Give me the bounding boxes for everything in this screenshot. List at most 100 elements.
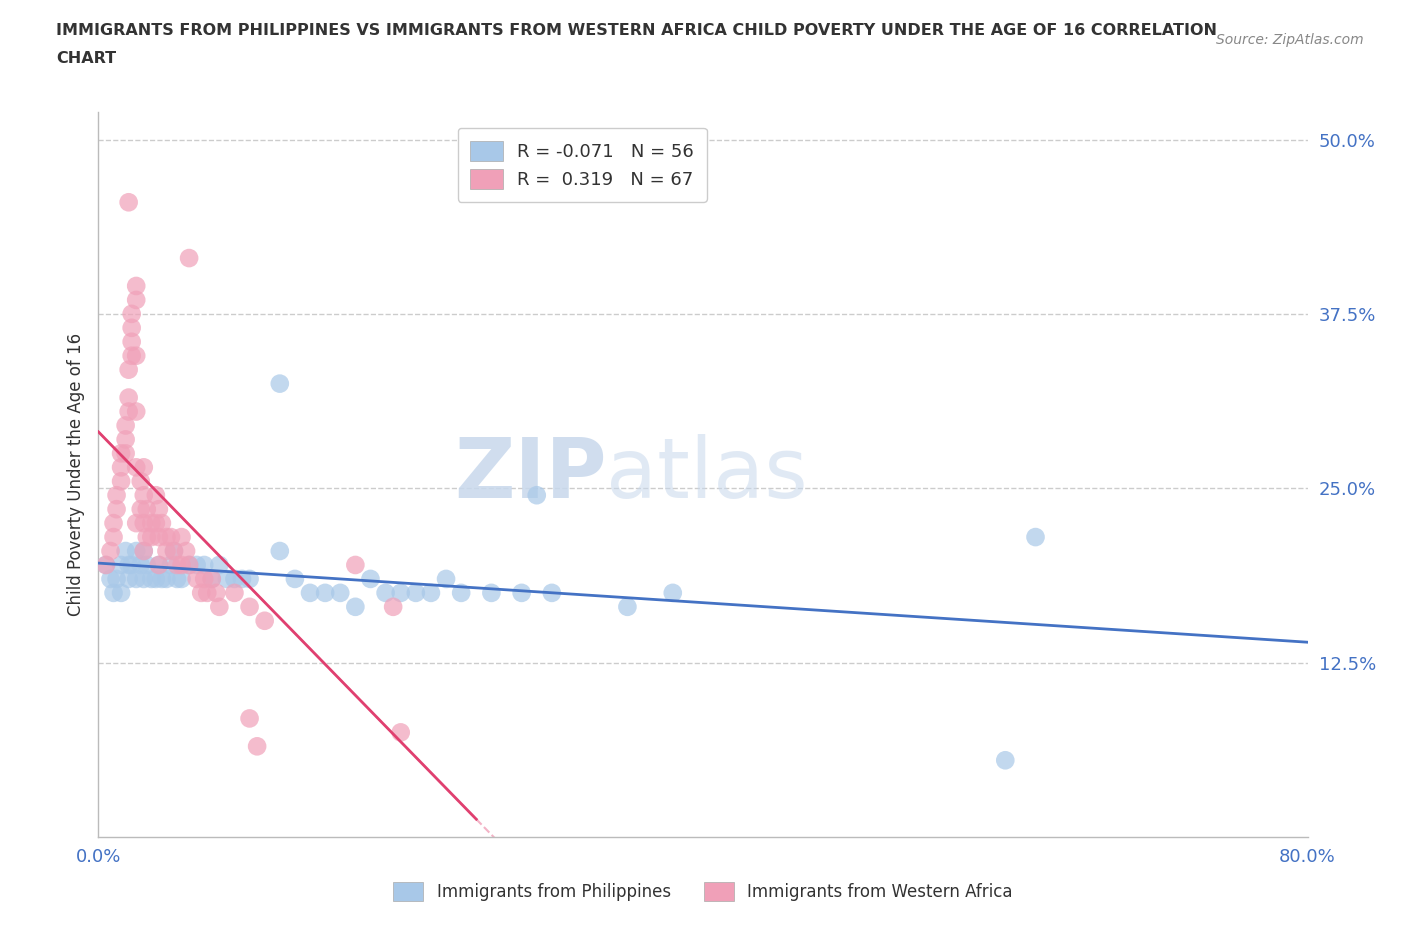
Point [208, 558, 231, 573]
Point [105, 488, 128, 503]
Point [132, 571, 155, 587]
Point [314, 586, 336, 601]
Point [195, 586, 218, 601]
Point [103, 586, 125, 601]
Point [110, 586, 132, 601]
Point [121, 558, 143, 573]
Point [150, 516, 173, 531]
Point [224, 586, 246, 601]
Point [125, 293, 148, 308]
Point [125, 349, 148, 364]
Point [121, 321, 143, 336]
Point [148, 558, 170, 573]
Point [148, 530, 170, 545]
Point [179, 558, 201, 573]
Point [132, 516, 155, 531]
Point [132, 544, 155, 559]
Point [135, 558, 157, 573]
Point [135, 530, 157, 545]
Point [145, 488, 167, 503]
Point [186, 571, 208, 587]
Point [125, 279, 148, 294]
Point [450, 586, 472, 601]
Point [231, 571, 253, 587]
Point [121, 335, 143, 350]
Point [163, 544, 186, 559]
Point [166, 558, 188, 573]
Point [125, 571, 148, 587]
Point [186, 558, 208, 573]
Point [269, 544, 291, 559]
Point [148, 502, 170, 517]
Point [434, 571, 457, 587]
Point [105, 502, 128, 517]
Point [193, 571, 215, 587]
Point [246, 738, 269, 753]
Point [160, 558, 183, 573]
Point [141, 530, 163, 545]
Point [170, 558, 193, 573]
Point [118, 195, 141, 210]
Point [118, 363, 141, 378]
Point [100, 571, 122, 587]
Point [269, 377, 291, 392]
Point [299, 586, 322, 601]
Point [141, 516, 163, 531]
Point [616, 600, 638, 615]
Point [103, 516, 125, 531]
Point [141, 571, 163, 587]
Point [94, 558, 117, 573]
Point [374, 586, 396, 601]
Point [125, 405, 148, 419]
Point [224, 571, 246, 587]
Point [118, 558, 141, 573]
Point [284, 571, 307, 587]
Point [100, 544, 122, 559]
Point [205, 586, 228, 601]
Point [148, 558, 170, 573]
Text: ZIP: ZIP [454, 433, 606, 515]
Point [661, 586, 683, 601]
Point [145, 571, 167, 587]
Point [405, 586, 427, 601]
Point [132, 544, 155, 559]
Point [150, 571, 173, 587]
Point [170, 530, 193, 545]
Text: atlas: atlas [606, 433, 808, 515]
Point [163, 544, 186, 559]
Point [118, 391, 141, 405]
Point [179, 558, 201, 573]
Point [118, 571, 141, 587]
Point [94, 558, 117, 573]
Point [239, 571, 262, 587]
Point [110, 446, 132, 461]
Point [121, 307, 143, 322]
Point [114, 432, 136, 447]
Point [190, 586, 212, 601]
Point [1024, 530, 1046, 545]
Point [239, 711, 262, 726]
Point [382, 600, 405, 615]
Text: IMMIGRANTS FROM PHILIPPINES VS IMMIGRANTS FROM WESTERN AFRICA CHILD POVERTY UNDE: IMMIGRANTS FROM PHILIPPINES VS IMMIGRANT… [56, 23, 1218, 38]
Point [201, 571, 224, 587]
Point [344, 600, 367, 615]
Point [239, 600, 262, 615]
Point [125, 516, 148, 531]
Point [110, 558, 132, 573]
Point [121, 349, 143, 364]
Point [253, 614, 276, 629]
Point [125, 544, 148, 559]
Point [129, 474, 152, 489]
Point [132, 460, 155, 475]
Point [344, 558, 367, 573]
Point [145, 516, 167, 531]
Point [135, 502, 157, 517]
Point [114, 446, 136, 461]
Point [132, 488, 155, 503]
Point [420, 586, 443, 601]
Text: Source: ZipAtlas.com: Source: ZipAtlas.com [1216, 33, 1364, 46]
Point [155, 571, 177, 587]
Point [103, 530, 125, 545]
Point [174, 544, 197, 559]
Point [166, 571, 188, 587]
